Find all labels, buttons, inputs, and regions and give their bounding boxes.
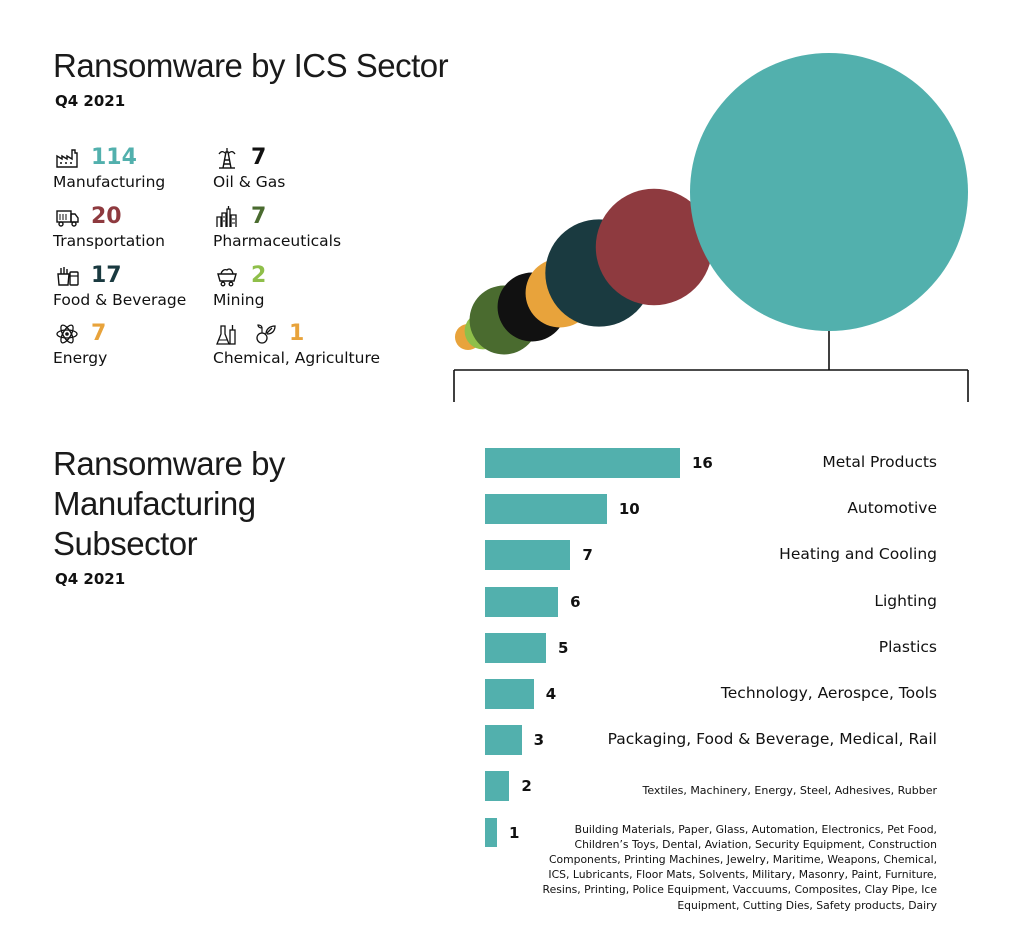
- sector-chart-title: Ransomware by ICS Sector: [53, 47, 449, 84]
- subsector-title-line-1: Ransomware by: [53, 445, 285, 482]
- bar-7: [485, 725, 522, 756]
- subsector-chart-period: Q4 2021: [55, 570, 126, 588]
- sector-count: 1: [289, 321, 305, 346]
- sector-chart-period: Q4 2021: [55, 92, 126, 110]
- sector-item-pharmaceuticals: 7 Pharmaceuticals: [213, 204, 341, 252]
- bar-category-label: Building Materials, Paper, Glass, Automa…: [542, 822, 937, 912]
- bar-value-label: 3: [533, 731, 544, 750]
- bar-category-label: Heating and Cooling: [779, 545, 937, 564]
- bracket-connector: [453, 331, 969, 402]
- bar-category-label: Packaging, Food & Beverage, Medical, Rai…: [607, 730, 937, 749]
- bar-value-label: 5: [557, 638, 569, 657]
- sector-name: Pharmaceuticals: [213, 232, 342, 250]
- atom-icon: [53, 322, 81, 346]
- sector-name: Mining: [213, 291, 265, 309]
- sector-count: 7: [91, 321, 107, 346]
- sector-count: 7: [251, 145, 267, 170]
- sector-item-chemical-agriculture: 1 Chemical, Agriculture: [213, 321, 380, 369]
- bar-9: [485, 817, 497, 847]
- bar-category-label: Lighting: [874, 591, 937, 610]
- bar-2: [485, 494, 607, 525]
- sector-name: Oil & Gas: [213, 173, 286, 191]
- bubble-transportation: [595, 188, 713, 306]
- sector-item-manufacturing: 114 Manufacturing: [53, 145, 165, 193]
- bar-value-label: 2: [521, 777, 532, 796]
- sector-item-food-beverage: 17 Food & Beverage: [53, 263, 186, 311]
- bar-value-label: 10: [618, 500, 640, 519]
- food-beverage-icon: [53, 264, 81, 288]
- sector-count: 114: [91, 145, 137, 170]
- sector-name: Transportation: [53, 232, 165, 250]
- bar-category-label: Textiles, Machinery, Energy, Steel, Adhe…: [642, 784, 937, 798]
- bar-1: [485, 448, 680, 478]
- sector-item-energy: 7 Energy: [53, 321, 107, 369]
- truck-icon: [53, 205, 81, 229]
- sector-name: Food & Beverage: [53, 291, 187, 309]
- sector-item-oil-gas: 7 Oil & Gas: [213, 145, 285, 193]
- bar-category-label: Metal Products: [822, 453, 937, 471]
- sector-count: 2: [251, 263, 267, 288]
- bar-6: [485, 679, 534, 709]
- mine-cart-icon: [213, 264, 241, 288]
- factory-icon: [53, 146, 81, 170]
- bar-value-label: 6: [570, 592, 581, 611]
- bar-category-label: Technology, Aerospce, Tools: [720, 684, 937, 702]
- chemical-icon: [213, 322, 241, 346]
- sector-count: 7: [251, 204, 267, 229]
- bar-category-label: Automotive: [847, 499, 937, 518]
- bubble-chart: [453, 53, 969, 402]
- bar-4: [485, 586, 559, 617]
- sector-name: Manufacturing: [53, 173, 166, 191]
- sector-item-transportation: 20 Transportation: [53, 204, 165, 252]
- subsector-title-line-2: Manufacturing: [53, 485, 256, 522]
- sector-count: 17: [91, 263, 122, 288]
- sector-name: Energy: [53, 349, 108, 367]
- pharma-plant-icon: [213, 205, 241, 229]
- sector-count: 20: [91, 204, 122, 229]
- sector-item-mining: 2 Mining: [213, 263, 266, 311]
- agriculture-icon: [251, 322, 279, 346]
- subsector-chart-title: Ransomware by Manufacturing Subsector: [53, 444, 285, 564]
- bar-category-label: Plastics: [878, 637, 937, 656]
- bar-8: [485, 771, 510, 802]
- bubble-manufacturing: [690, 53, 968, 331]
- subsector-title-line-3: Subsector: [53, 525, 198, 562]
- bar-3: [485, 540, 571, 571]
- bar-value-label: 7: [582, 546, 593, 565]
- oil-rig-icon: [213, 146, 241, 170]
- bar-value-label: 1: [509, 823, 520, 842]
- bar-5: [485, 632, 546, 663]
- bar-value-label: 16: [692, 454, 713, 472]
- bar-value-label: 4: [545, 685, 557, 703]
- sector-name: Chemical, Agriculture: [213, 349, 381, 367]
